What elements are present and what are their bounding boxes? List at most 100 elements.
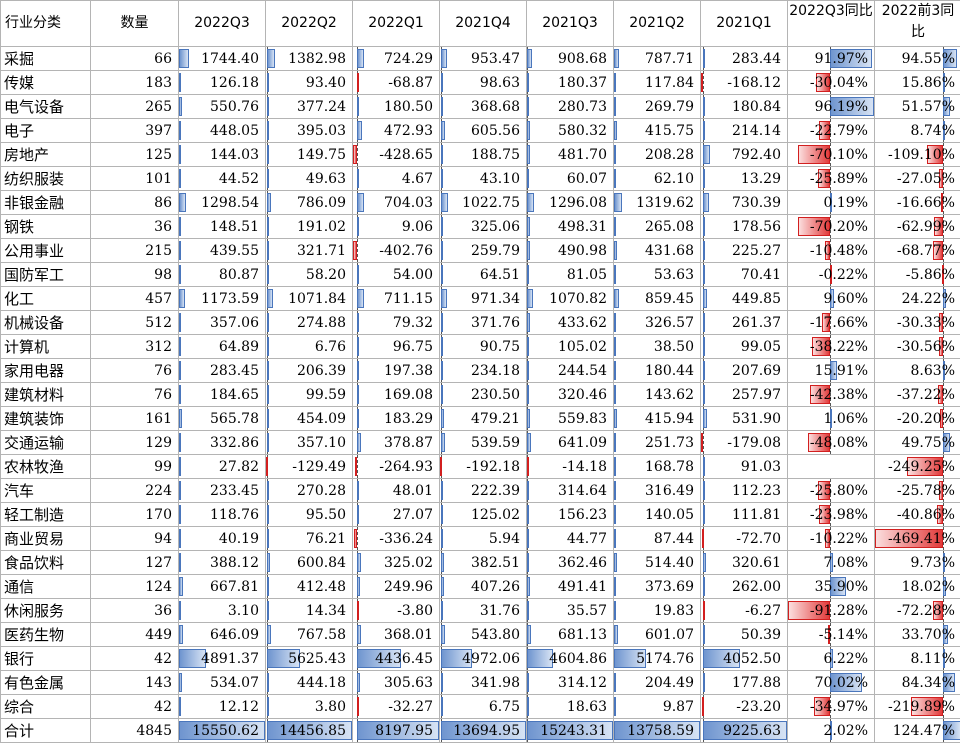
value-cell-2021q4[interactable]: 953.47 (439, 46, 527, 71)
value-cell-2022q1[interactable]: 169.08 (352, 382, 440, 407)
ytd-yoy-cell[interactable]: 9.73% (874, 550, 960, 575)
value-cell-2021q4[interactable]: 13694.95 (439, 718, 527, 743)
value-cell-2022q1[interactable]: 472.93 (352, 118, 440, 143)
industry-name-cell[interactable]: 综合 (0, 694, 91, 719)
value-cell-2021q3[interactable]: 35.57 (526, 598, 614, 623)
value-cell-2021q1[interactable]: 207.69 (700, 358, 788, 383)
value-cell-2021q1[interactable]: -23.20 (700, 694, 788, 719)
count-cell[interactable]: 94 (90, 526, 179, 551)
value-cell-2022q2[interactable]: 14.34 (265, 598, 353, 623)
header-2022q1[interactable]: 2022Q1 (352, 0, 440, 47)
value-cell-2021q4[interactable]: 325.06 (439, 214, 527, 239)
value-cell-2021q2[interactable]: 180.44 (613, 358, 701, 383)
value-cell-2022q1[interactable]: 197.38 (352, 358, 440, 383)
value-cell-2022q1[interactable]: 325.02 (352, 550, 440, 575)
yoy-cell[interactable]: -70.20% (787, 214, 875, 239)
value-cell-2021q1[interactable]: 214.14 (700, 118, 788, 143)
count-cell[interactable]: 265 (90, 94, 179, 119)
value-cell-2021q4[interactable]: 188.75 (439, 142, 527, 167)
value-cell-2022q3[interactable]: 439.55 (178, 238, 266, 263)
value-cell-2021q1[interactable]: 111.81 (700, 502, 788, 527)
value-cell-2022q1[interactable]: 96.75 (352, 334, 440, 359)
value-cell-2022q1[interactable]: 724.29 (352, 46, 440, 71)
value-cell-2021q2[interactable]: 431.68 (613, 238, 701, 263)
industry-name-cell[interactable]: 采掘 (0, 46, 91, 71)
header-2021q3[interactable]: 2021Q3 (526, 0, 614, 47)
value-cell-2021q1[interactable]: 177.88 (700, 670, 788, 695)
count-cell[interactable]: 101 (90, 166, 179, 191)
value-cell-2022q3[interactable]: 64.89 (178, 334, 266, 359)
count-cell[interactable]: 36 (90, 214, 179, 239)
value-cell-2022q3[interactable]: 448.05 (178, 118, 266, 143)
value-cell-2022q2[interactable]: 6.76 (265, 334, 353, 359)
value-cell-2021q1[interactable]: 792.40 (700, 142, 788, 167)
value-cell-2021q3[interactable]: 908.68 (526, 46, 614, 71)
value-cell-2022q1[interactable]: 9.06 (352, 214, 440, 239)
value-cell-2022q1[interactable]: 54.00 (352, 262, 440, 287)
value-cell-2022q2[interactable]: 206.39 (265, 358, 353, 383)
value-cell-2022q2[interactable]: 5625.43 (265, 646, 353, 671)
value-cell-2021q4[interactable]: 31.76 (439, 598, 527, 623)
yoy-cell[interactable]: -17.66% (787, 310, 875, 335)
count-cell[interactable]: 457 (90, 286, 179, 311)
value-cell-2021q4[interactable]: 5.94 (439, 526, 527, 551)
value-cell-2021q1[interactable]: 112.23 (700, 478, 788, 503)
value-cell-2022q1[interactable]: 27.07 (352, 502, 440, 527)
value-cell-2021q4[interactable]: 64.51 (439, 262, 527, 287)
count-cell[interactable]: 66 (90, 46, 179, 71)
value-cell-2022q3[interactable]: 118.76 (178, 502, 266, 527)
value-cell-2022q3[interactable]: 126.18 (178, 70, 266, 95)
header-2022q3[interactable]: 2022Q3 (178, 0, 266, 47)
industry-name-cell[interactable]: 国防军工 (0, 262, 91, 287)
value-cell-2021q4[interactable]: 1022.75 (439, 190, 527, 215)
value-cell-2021q4[interactable]: 98.63 (439, 70, 527, 95)
value-cell-2021q1[interactable]: 320.61 (700, 550, 788, 575)
value-cell-2022q3[interactable]: 357.06 (178, 310, 266, 335)
value-cell-2021q3[interactable]: 4604.86 (526, 646, 614, 671)
yoy-cell[interactable]: 70.02% (787, 670, 875, 695)
value-cell-2022q3[interactable]: 283.45 (178, 358, 266, 383)
value-cell-2022q2[interactable]: 191.02 (265, 214, 353, 239)
value-cell-2022q2[interactable]: 95.50 (265, 502, 353, 527)
ytd-yoy-cell[interactable]: -469.41% (874, 526, 960, 551)
value-cell-2021q2[interactable]: 19.83 (613, 598, 701, 623)
industry-name-cell[interactable]: 食品饮料 (0, 550, 91, 575)
value-cell-2021q4[interactable]: 382.51 (439, 550, 527, 575)
value-cell-2022q2[interactable]: -129.49 (265, 454, 353, 479)
value-cell-2021q1[interactable]: 50.39 (700, 622, 788, 647)
value-cell-2021q1[interactable]: 257.97 (700, 382, 788, 407)
value-cell-2021q3[interactable]: 498.31 (526, 214, 614, 239)
industry-name-cell[interactable]: 轻工制造 (0, 502, 91, 527)
ytd-yoy-cell[interactable]: -25.78% (874, 478, 960, 503)
value-cell-2021q2[interactable]: 251.73 (613, 430, 701, 455)
industry-name-cell[interactable]: 医药生物 (0, 622, 91, 647)
value-cell-2021q4[interactable]: 368.68 (439, 94, 527, 119)
value-cell-2021q4[interactable]: 407.26 (439, 574, 527, 599)
value-cell-2021q2[interactable]: 316.49 (613, 478, 701, 503)
value-cell-2022q3[interactable]: 27.82 (178, 454, 266, 479)
value-cell-2022q2[interactable]: 600.84 (265, 550, 353, 575)
count-cell[interactable]: 312 (90, 334, 179, 359)
value-cell-2021q3[interactable]: 641.09 (526, 430, 614, 455)
header-2021q1[interactable]: 2021Q1 (700, 0, 788, 47)
industry-name-cell[interactable]: 机械设备 (0, 310, 91, 335)
ytd-yoy-cell[interactable]: 8.63% (874, 358, 960, 383)
ytd-yoy-cell[interactable]: 33.70% (874, 622, 960, 647)
header-2022-ytd-yoy[interactable]: 2022前3同比 (874, 0, 960, 47)
value-cell-2021q1[interactable]: 225.27 (700, 238, 788, 263)
yoy-cell[interactable]: -38.22% (787, 334, 875, 359)
ytd-yoy-cell[interactable]: 84.34% (874, 670, 960, 695)
value-cell-2022q2[interactable]: 49.63 (265, 166, 353, 191)
count-cell[interactable]: 129 (90, 430, 179, 455)
value-cell-2021q3[interactable]: 681.13 (526, 622, 614, 647)
value-cell-2021q2[interactable]: 514.40 (613, 550, 701, 575)
yoy-cell[interactable]: 0.19% (787, 190, 875, 215)
value-cell-2022q3[interactable]: 148.51 (178, 214, 266, 239)
yoy-cell[interactable]: 9.60% (787, 286, 875, 311)
ytd-yoy-cell[interactable]: 124.47% (874, 718, 960, 743)
value-cell-2022q2[interactable]: 58.20 (265, 262, 353, 287)
value-cell-2021q2[interactable]: 208.28 (613, 142, 701, 167)
ytd-yoy-cell[interactable]: -68.77% (874, 238, 960, 263)
ytd-yoy-cell[interactable]: -27.05% (874, 166, 960, 191)
value-cell-2021q2[interactable]: 53.63 (613, 262, 701, 287)
